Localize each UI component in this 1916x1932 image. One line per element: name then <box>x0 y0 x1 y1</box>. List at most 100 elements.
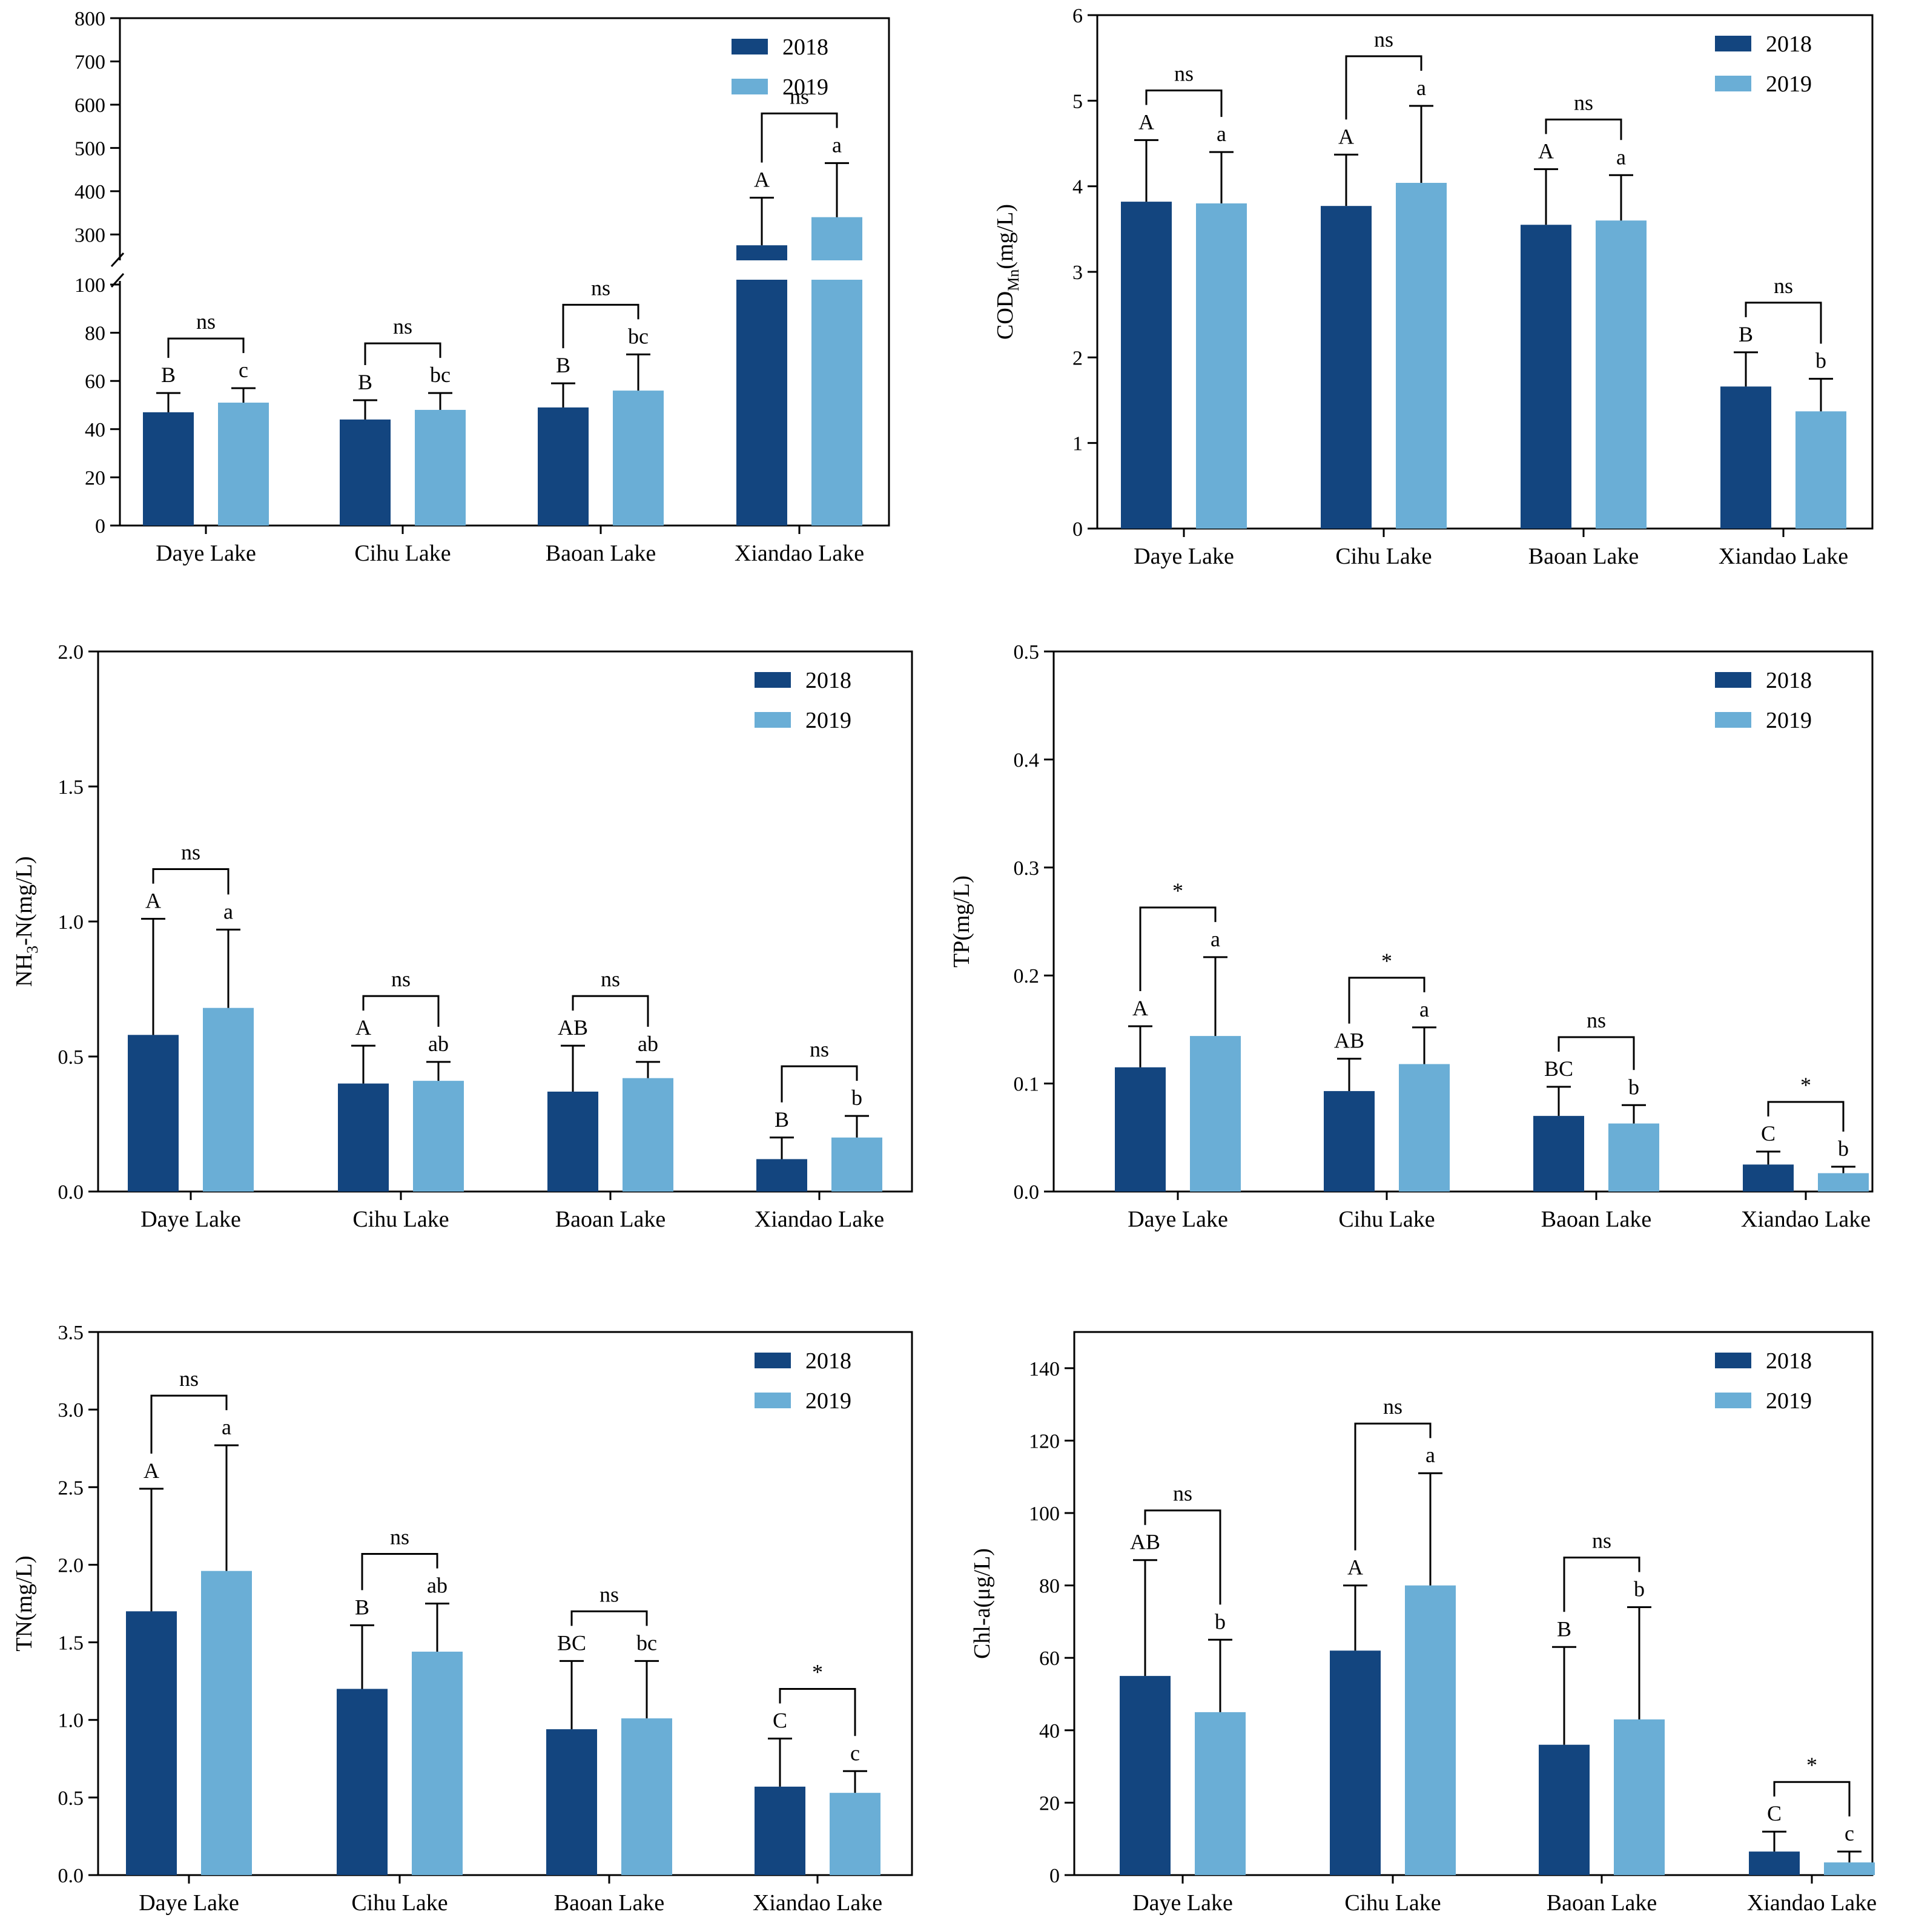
y-tick-label: 0.0 <box>58 1181 84 1204</box>
y-tick-label: 2.5 <box>58 1477 84 1499</box>
bar-2019 <box>1596 220 1647 529</box>
group-letter: B <box>1557 1617 1571 1641</box>
significance-bracket <box>167 337 245 358</box>
group-letter: A <box>145 889 161 913</box>
bar-2018 <box>736 245 787 526</box>
y-tick-label: 80 <box>1039 1575 1060 1598</box>
significance-label: ns <box>1774 274 1793 298</box>
significance-bracket <box>1145 89 1223 117</box>
legend-label-2019: 2019 <box>805 1388 851 1414</box>
significance-label: ns <box>391 967 411 991</box>
group-letter: B <box>355 1595 369 1619</box>
group-letter: b <box>1628 1075 1639 1099</box>
legend-label-2019: 2019 <box>805 708 851 733</box>
legend-label-2018: 2018 <box>782 35 828 60</box>
significance-label: ns <box>1592 1528 1611 1552</box>
bar-2018 <box>546 1729 597 1875</box>
y-tick-label: 0 <box>95 515 105 538</box>
x-tick-label: Cihu Lake <box>1335 544 1432 569</box>
significance-label: ns <box>790 84 809 108</box>
bar-2019 <box>1405 1585 1456 1875</box>
group-letter: AB <box>1130 1530 1160 1554</box>
y-axis-label: NH3-N(mg/L) <box>12 856 41 987</box>
significance-bracket <box>150 1394 228 1454</box>
bar-2019 <box>621 1718 672 1875</box>
legend-swatch-2018 <box>1715 1353 1751 1368</box>
legend-label-2018: 2018 <box>805 1348 851 1374</box>
significance-label: ns <box>810 1037 829 1061</box>
group-letter: AB <box>1334 1029 1364 1053</box>
significance-bracket <box>362 995 440 1027</box>
y-tick-label: 100 <box>1029 1503 1060 1525</box>
group-letter: b <box>1215 1609 1226 1634</box>
group-letter: a <box>1416 76 1426 100</box>
bar-2019 <box>623 1078 673 1192</box>
legend-swatch-2018 <box>1715 36 1751 51</box>
group-letter: B <box>556 353 570 377</box>
y-tick-label: 2.0 <box>58 641 84 664</box>
y-tick-label: 20 <box>85 467 105 489</box>
group-letter: A <box>1538 139 1554 163</box>
y-tick-label: 0 <box>1072 518 1083 541</box>
y-tick-label: 20 <box>1039 1792 1060 1815</box>
legend-swatch-2018 <box>755 1353 791 1368</box>
x-tick-label: Xiandao Lake <box>1719 544 1848 569</box>
bar-2018 <box>1321 206 1372 529</box>
y-axis-label-main: TN(mg/L) <box>12 1555 37 1651</box>
significance-bracket <box>761 112 838 163</box>
y-tick-label: 40 <box>1039 1720 1060 1742</box>
x-tick-label: Cihu Lake <box>352 1207 449 1232</box>
legend-label-2019: 2019 <box>1766 71 1812 97</box>
bar-2018 <box>1743 1164 1794 1192</box>
group-letter: ab <box>427 1574 448 1598</box>
chart-panel-2: 0 1 2 3 4 5 6 CODMn(mg/L) A a ns Daye Lake Aa ns Cihu … <box>993 5 1874 569</box>
significance-bracket <box>781 1065 858 1103</box>
group-letter: a <box>222 1415 231 1439</box>
x-tick-label: Daye Lake <box>1134 544 1234 569</box>
legend-swatch-2018 <box>732 39 768 54</box>
y-tick-label: 4 <box>1072 176 1083 199</box>
y-tick-label: 700 <box>74 51 105 73</box>
y-tick-label: 100 <box>74 274 105 297</box>
y-tick-label: 40 <box>85 419 105 441</box>
group-letter: a <box>1419 997 1429 1021</box>
y-tick-label: 140 <box>1029 1358 1060 1380</box>
plot-frame <box>1073 1331 1874 1876</box>
y-axis-label: CODMn(mg/L) <box>993 204 1022 340</box>
significance-bracket <box>779 1687 856 1736</box>
significance-bracket <box>1767 1101 1845 1132</box>
significance-bracket <box>1558 1036 1635 1070</box>
group-letter: bc <box>628 324 649 348</box>
significance-label: ns <box>393 314 412 338</box>
group-letter: b <box>1838 1136 1849 1161</box>
y-tick-label: 500 <box>74 137 105 160</box>
significance-label: ns <box>390 1525 409 1549</box>
y-tick-label: 1.0 <box>58 1710 84 1732</box>
axis-break-mark <box>110 272 125 288</box>
legend-label-2018: 2018 <box>805 668 851 693</box>
x-tick-label: Baoan Lake <box>555 1207 666 1232</box>
group-letter: B <box>1739 322 1753 346</box>
legend-swatch-2018 <box>1715 672 1751 688</box>
bar-2018 <box>1533 1116 1584 1192</box>
significance-bracket <box>1545 118 1622 140</box>
group-letter: ab <box>638 1032 658 1056</box>
y-tick-label: 0 <box>1049 1865 1060 1887</box>
bar-2018 <box>755 1786 805 1875</box>
significance-label: ns <box>179 1367 199 1391</box>
legend-label-2018: 2018 <box>1766 1348 1812 1374</box>
bar-2018 <box>338 1083 389 1192</box>
x-tick-label: Cihu Lake <box>1338 1207 1435 1232</box>
x-tick-label: Daye Lake <box>1132 1890 1233 1916</box>
bar-2018 <box>756 1159 807 1192</box>
y-axis-label-main: NH <box>12 954 37 987</box>
legend-swatch-2019 <box>1715 76 1751 91</box>
x-tick-label: Daye Lake <box>1128 1207 1228 1232</box>
y-axis-label-tail: (mg/L) <box>993 204 1018 269</box>
significance-bracket <box>1139 906 1217 992</box>
bar-2018 <box>340 419 391 526</box>
bar-2018 <box>1521 225 1571 529</box>
bar-2019 <box>1399 1064 1450 1192</box>
bar-2018 <box>1324 1091 1375 1192</box>
